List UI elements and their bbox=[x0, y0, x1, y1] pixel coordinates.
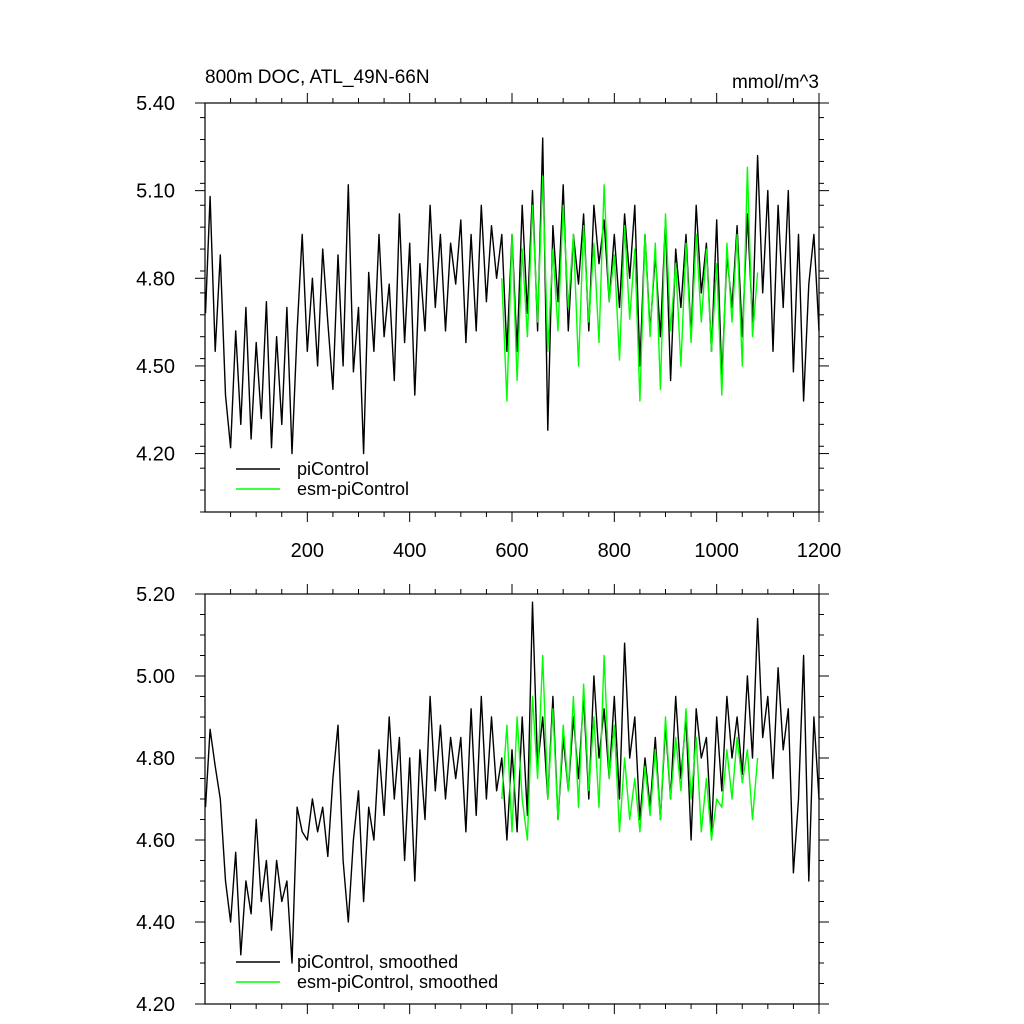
bottom-y-tick-label: 4.80 bbox=[136, 748, 175, 770]
top-x-tick-label: 800 bbox=[598, 540, 631, 562]
series-line-picontrol bbox=[204, 137, 820, 455]
bottom-y-tick-label: 4.20 bbox=[136, 994, 175, 1016]
top-plot-frame bbox=[204, 102, 820, 513]
top-x-tick-label: 1000 bbox=[694, 540, 739, 562]
top-y-tick-label: 5.40 bbox=[136, 93, 175, 115]
top-y-tick-label: 4.20 bbox=[136, 444, 175, 466]
top-series-group bbox=[204, 137, 820, 455]
top-panel: 800m DOC, ATL_49N-66N mmol/m^3 200 400 600… bbox=[136, 67, 841, 562]
top-x-tick-label: 400 bbox=[393, 540, 426, 562]
top-x-tick-label: 600 bbox=[495, 540, 528, 562]
bottom-legend: piControl, smoothed esm-piControl, smoot… bbox=[236, 952, 498, 992]
series-line-esm-picontrol-smoothed bbox=[501, 654, 759, 841]
series-line-picontrol-smoothed bbox=[204, 601, 820, 964]
legend-label-picontrol: piControl bbox=[297, 459, 369, 479]
top-y-tick-label: 4.80 bbox=[136, 268, 175, 290]
bottom-plot-frame bbox=[204, 593, 820, 1005]
bottom-axis-ticks: 4.20 4.40 4.60 4.80 5.00 5.20 bbox=[136, 584, 829, 1016]
bottom-y-tick-label: 5.00 bbox=[136, 666, 175, 688]
top-x-tick-label: 1200 bbox=[797, 540, 842, 562]
legend-label-esm-picontrol: esm-piControl bbox=[297, 479, 409, 499]
series-line-esm-picontrol bbox=[501, 166, 759, 402]
bottom-panel: 4.20 4.40 4.60 4.80 5.00 5.20 piControl, smoo… bbox=[136, 584, 829, 1016]
top-units-label: mmol/m^3 bbox=[732, 72, 819, 93]
top-legend: piControl esm-piControl bbox=[236, 459, 409, 499]
bottom-y-tick-label: 5.20 bbox=[136, 584, 175, 606]
top-y-tick-label: 5.10 bbox=[136, 181, 175, 203]
top-chart-title: 800m DOC, ATL_49N-66N bbox=[205, 67, 430, 88]
bottom-series-group bbox=[204, 601, 820, 964]
bottom-y-tick-label: 4.40 bbox=[136, 912, 175, 934]
top-x-tick-label: 200 bbox=[291, 540, 324, 562]
bottom-y-tick-label: 4.60 bbox=[136, 830, 175, 852]
legend-label-picontrol-smoothed: piControl, smoothed bbox=[297, 952, 458, 972]
top-axis-ticks: 200 400 600 800 1000 1200 4.20 4.50 4.80 5.10 5.40 bbox=[136, 93, 841, 562]
top-y-tick-label: 4.50 bbox=[136, 356, 175, 378]
legend-label-esm-picontrol-smoothed: esm-piControl, smoothed bbox=[297, 972, 498, 992]
